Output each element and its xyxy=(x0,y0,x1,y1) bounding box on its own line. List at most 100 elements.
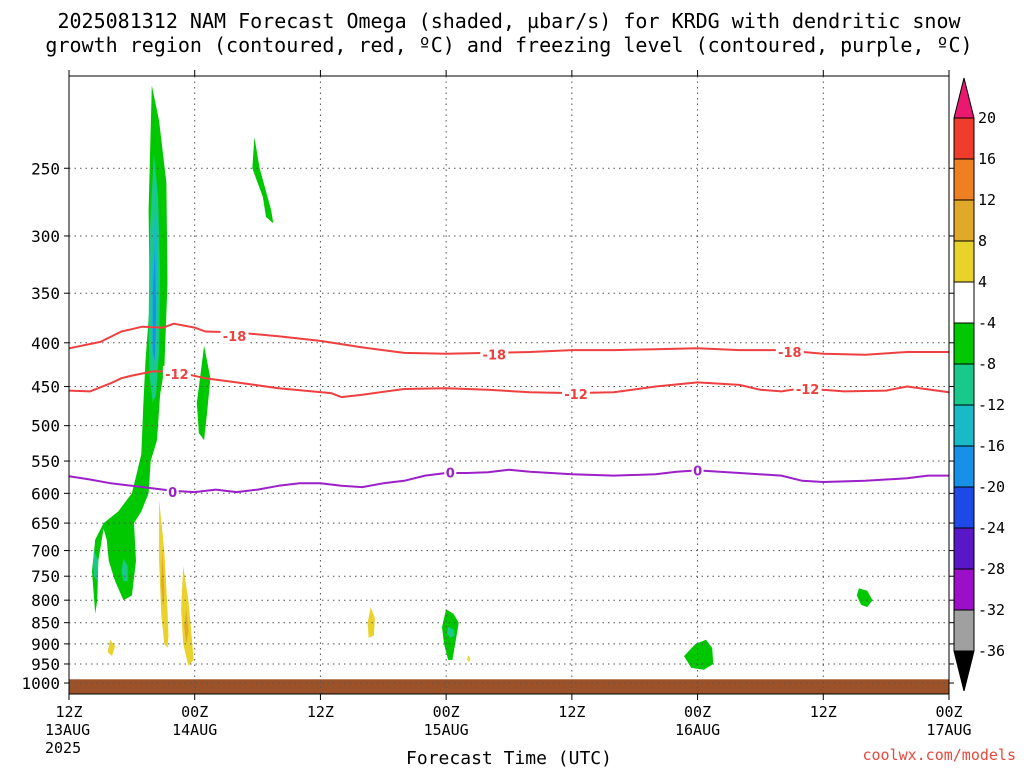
surface-terrain-band xyxy=(69,679,949,694)
colorbar-box-13 xyxy=(953,609,975,652)
y-tick-label-300: 300 xyxy=(31,227,60,246)
contour-label-bg-8 xyxy=(691,462,704,478)
colorbar-label-3: 8 xyxy=(978,232,987,250)
colorbar-label-7: -12 xyxy=(978,396,1005,414)
omega-region-18 xyxy=(184,609,189,644)
plot-frame xyxy=(68,75,950,695)
colorbar-label-5: -4 xyxy=(978,314,996,332)
x-tick-label-36-1: 15AUG xyxy=(424,721,469,739)
colorbar-box-12 xyxy=(953,568,975,611)
colorbar-bottom-arrow xyxy=(953,650,975,692)
contour-labels: -18 -18 -18 -12 -12 -12 0 0 0 xyxy=(162,328,822,501)
colorbar-label-2: 12 xyxy=(978,191,996,209)
omega-region-12 xyxy=(159,499,169,648)
colorbar-label-4: 4 xyxy=(978,273,987,291)
y-tick-label-850: 850 xyxy=(31,614,60,633)
colorbar-box-2 xyxy=(953,158,975,201)
y-tick-label-900: 900 xyxy=(31,635,60,654)
colorbar-label-9: -20 xyxy=(978,478,1005,496)
y-tick-label-700: 700 xyxy=(31,542,60,561)
colorbar-box-7 xyxy=(953,363,975,406)
y-tick-label-600: 600 xyxy=(31,484,60,503)
colorbar-box-8 xyxy=(953,404,975,447)
colorbar-label-11: -28 xyxy=(978,560,1005,578)
colorbar-box-6 xyxy=(953,322,975,365)
omega-region-14 xyxy=(107,639,116,657)
contour-label-1: -18 xyxy=(483,349,507,364)
colorbar-label-12: -32 xyxy=(978,601,1005,619)
omega-region-2 xyxy=(93,550,99,582)
chart-title-line-1: 2025081312 NAM Forecast Omega (shaded, µ… xyxy=(57,9,961,33)
x-tick-label-0-1: 13AUG xyxy=(45,721,90,739)
y-tick-label-400: 400 xyxy=(31,334,60,353)
surface-band xyxy=(69,679,949,694)
contour-label-0: -18 xyxy=(223,330,247,345)
contour-label-4: -12 xyxy=(564,388,588,403)
x-tick-label-60-0: 00Z xyxy=(684,703,711,721)
x-tick-label-36-0: 00Z xyxy=(433,703,460,721)
colorbar-box-5 xyxy=(953,281,975,324)
contour-line-0 xyxy=(68,322,949,356)
contour-label-bg-6 xyxy=(166,484,179,500)
x-axis-label: Forecast Time (UTC) xyxy=(406,748,612,768)
omega-region-11 xyxy=(856,588,873,608)
contour-label-7: 0 xyxy=(446,466,455,481)
x-tick-label-0-0: 12Z xyxy=(55,703,82,721)
x-tick-label-84-1: 17AUG xyxy=(926,721,971,739)
colorbar-box-10 xyxy=(953,486,975,529)
y-tick-label-950: 950 xyxy=(31,655,60,674)
colorbar-top-arrow xyxy=(953,77,975,119)
omega-region-0 xyxy=(92,85,168,614)
omega-region-5 xyxy=(152,248,156,361)
contour-line-1 xyxy=(68,370,950,399)
colorbar-box-1 xyxy=(953,117,975,160)
x-tick-label-72-0: 12Z xyxy=(810,703,837,721)
chart-title-line-2: growth region (contoured, red, ºC) and f… xyxy=(45,33,972,57)
y-axis: 250 300 350 400 450 500 550 600 650 700 750 800 850 9… xyxy=(21,159,954,693)
x-tick-label-24-0: 12Z xyxy=(307,703,334,721)
colorbar-label-10: -24 xyxy=(978,519,1005,537)
colorbar-box-3 xyxy=(953,199,975,242)
y-tick-label-250: 250 xyxy=(31,159,60,178)
contour-label-bg-3 xyxy=(162,365,191,381)
y-tick-label-1000: 1000 xyxy=(21,674,60,693)
y-tick-label-800: 800 xyxy=(31,591,60,610)
y-tick-label-350: 350 xyxy=(31,284,60,303)
omega-region-16 xyxy=(467,655,471,662)
x-tick-label-84-0: 00Z xyxy=(935,703,962,721)
contour-label-6: 0 xyxy=(168,486,177,501)
shaded-omega-regions xyxy=(92,85,873,670)
contour-label-bg-5 xyxy=(793,381,822,396)
omega-region-15 xyxy=(367,607,375,638)
grid-lines xyxy=(69,76,949,694)
contour-lines xyxy=(68,322,950,494)
y-tick-label-750: 750 xyxy=(31,567,60,586)
contour-label-5: -12 xyxy=(796,383,820,398)
omega-region-3 xyxy=(121,558,128,582)
contour-line-2 xyxy=(68,468,949,494)
omega-region-13 xyxy=(181,566,194,666)
credit-text: coolwx.com/models xyxy=(862,746,1016,764)
colorbar-box-9 xyxy=(953,445,975,488)
x-tick-label-12-0: 00Z xyxy=(181,703,208,721)
y-tick-label-450: 450 xyxy=(31,378,60,397)
contour-label-2: -18 xyxy=(778,346,802,361)
x-tick-label-12-1: 14AUG xyxy=(172,721,217,739)
x-tick-label-60-1: 16AUG xyxy=(675,721,720,739)
omega-region-17 xyxy=(161,550,165,610)
colorbar-label-8: -16 xyxy=(978,437,1005,455)
y-tick-label-500: 500 xyxy=(31,417,60,436)
contour-label-8: 0 xyxy=(693,464,702,479)
colorbar-label-1: 16 xyxy=(978,150,996,168)
colorbar-box-11 xyxy=(953,527,975,570)
omega-region-9 xyxy=(447,627,455,638)
x-tick-label-0-2: 2025 xyxy=(45,739,81,757)
omega-region-6 xyxy=(196,345,211,441)
colorbar: 20 16 12 8 4 -4 -8 -12 -16 -20 -24 -28 -32 -36 xyxy=(953,77,1005,692)
omega-region-10 xyxy=(684,639,714,670)
contour-label-bg-4 xyxy=(562,385,590,401)
colorbar-label-6: -8 xyxy=(978,355,996,373)
y-tick-label-650: 650 xyxy=(31,514,60,533)
